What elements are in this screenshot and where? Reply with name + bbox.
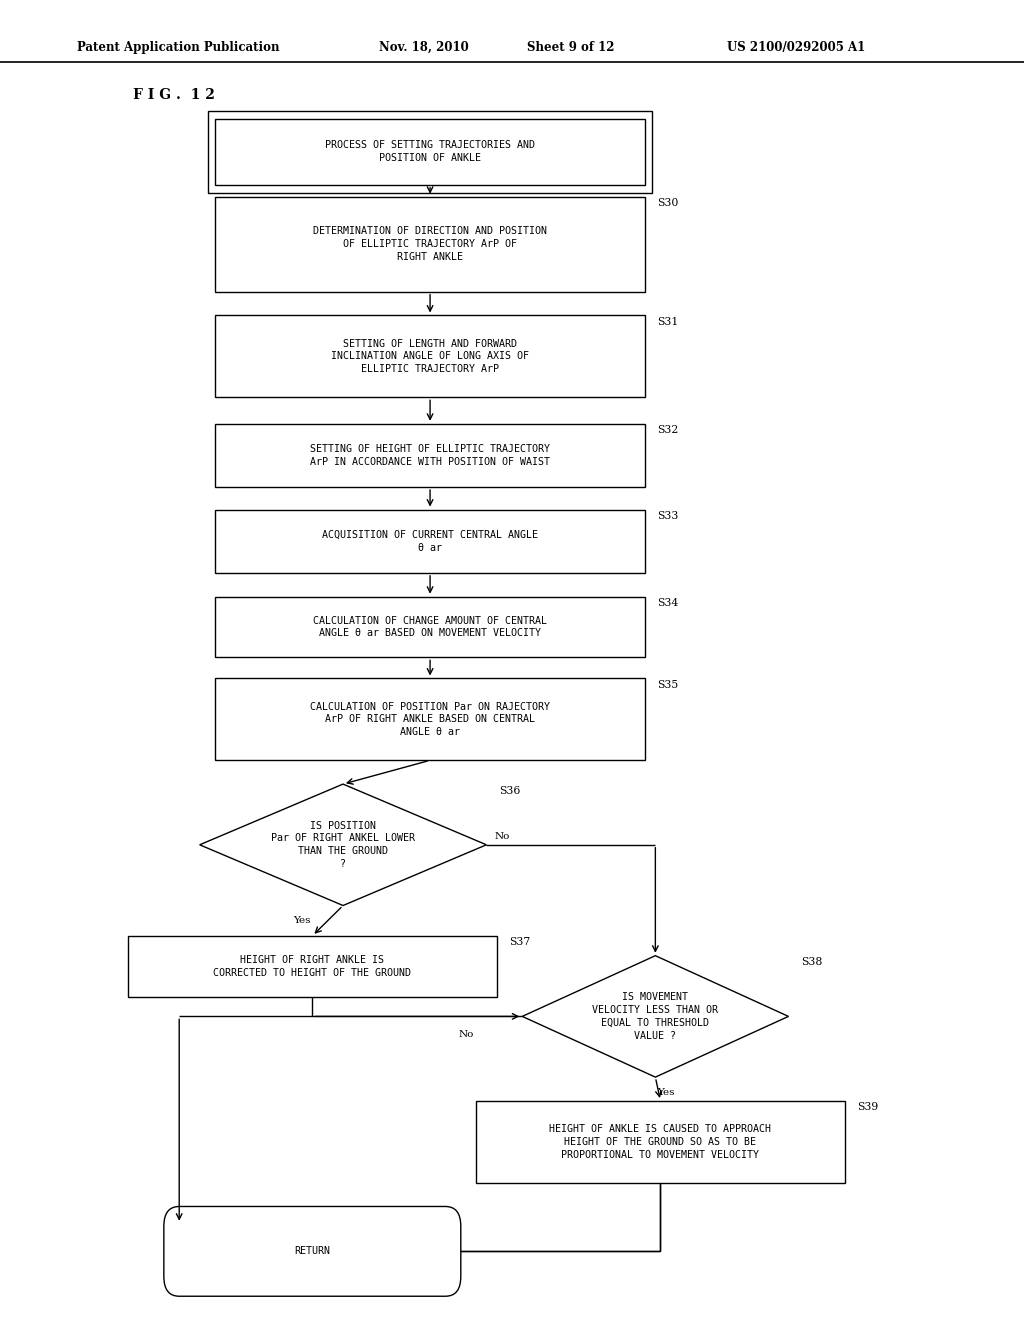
Text: CALCULATION OF CHANGE AMOUNT OF CENTRAL
ANGLE θ ar BASED ON MOVEMENT VELOCITY: CALCULATION OF CHANGE AMOUNT OF CENTRAL … bbox=[313, 615, 547, 639]
Text: No: No bbox=[495, 833, 510, 841]
Text: S33: S33 bbox=[657, 511, 679, 521]
FancyBboxPatch shape bbox=[215, 597, 645, 657]
Polygon shape bbox=[522, 956, 788, 1077]
Text: S32: S32 bbox=[657, 425, 679, 436]
Text: SETTING OF LENGTH AND FORWARD
INCLINATION ANGLE OF LONG AXIS OF
ELLIPTIC TRAJECT: SETTING OF LENGTH AND FORWARD INCLINATIO… bbox=[331, 339, 529, 374]
FancyBboxPatch shape bbox=[208, 111, 652, 193]
Text: HEIGHT OF ANKLE IS CAUSED TO APPROACH
HEIGHT OF THE GROUND SO AS TO BE
PROPORTIO: HEIGHT OF ANKLE IS CAUSED TO APPROACH HE… bbox=[550, 1125, 771, 1159]
Text: Yes: Yes bbox=[293, 916, 311, 925]
Text: S38: S38 bbox=[801, 957, 822, 968]
FancyBboxPatch shape bbox=[164, 1206, 461, 1296]
Text: US 2100/0292005 A1: US 2100/0292005 A1 bbox=[727, 41, 865, 54]
Text: IS MOVEMENT
VELOCITY LESS THAN OR
EQUAL TO THRESHOLD
VALUE ?: IS MOVEMENT VELOCITY LESS THAN OR EQUAL … bbox=[592, 993, 719, 1040]
Text: Nov. 18, 2010: Nov. 18, 2010 bbox=[379, 41, 469, 54]
Polygon shape bbox=[200, 784, 486, 906]
FancyBboxPatch shape bbox=[215, 197, 645, 292]
Text: Patent Application Publication: Patent Application Publication bbox=[77, 41, 280, 54]
Text: PROCESS OF SETTING TRAJECTORIES AND
POSITION OF ANKLE: PROCESS OF SETTING TRAJECTORIES AND POSI… bbox=[325, 140, 536, 164]
Text: Yes: Yes bbox=[656, 1088, 675, 1097]
FancyBboxPatch shape bbox=[215, 119, 645, 185]
Text: Sheet 9 of 12: Sheet 9 of 12 bbox=[527, 41, 614, 54]
FancyBboxPatch shape bbox=[215, 424, 645, 487]
Text: F I G .  1 2: F I G . 1 2 bbox=[133, 88, 215, 102]
Text: S31: S31 bbox=[657, 317, 679, 327]
Text: ACQUISITION OF CURRENT CENTRAL ANGLE
θ ar: ACQUISITION OF CURRENT CENTRAL ANGLE θ a… bbox=[323, 529, 538, 553]
FancyBboxPatch shape bbox=[215, 315, 645, 397]
Text: S35: S35 bbox=[657, 680, 679, 690]
Text: S34: S34 bbox=[657, 598, 679, 609]
Text: IS POSITION
Par OF RIGHT ANKEL LOWER
THAN THE GROUND
?: IS POSITION Par OF RIGHT ANKEL LOWER THA… bbox=[271, 821, 415, 869]
FancyBboxPatch shape bbox=[215, 510, 645, 573]
Text: S39: S39 bbox=[857, 1102, 879, 1113]
Text: DETERMINATION OF DIRECTION AND POSITION
OF ELLIPTIC TRAJECTORY ArP OF
RIGHT ANKL: DETERMINATION OF DIRECTION AND POSITION … bbox=[313, 227, 547, 261]
FancyBboxPatch shape bbox=[215, 678, 645, 760]
Text: S30: S30 bbox=[657, 198, 679, 209]
FancyBboxPatch shape bbox=[128, 936, 497, 997]
FancyBboxPatch shape bbox=[476, 1101, 845, 1183]
Text: SETTING OF HEIGHT OF ELLIPTIC TRAJECTORY
ArP IN ACCORDANCE WITH POSITION OF WAIS: SETTING OF HEIGHT OF ELLIPTIC TRAJECTORY… bbox=[310, 444, 550, 467]
Text: S36: S36 bbox=[499, 785, 520, 796]
Text: RETURN: RETURN bbox=[294, 1246, 331, 1257]
Text: CALCULATION OF POSITION Par ON RAJECTORY
ArP OF RIGHT ANKLE BASED ON CENTRAL
ANG: CALCULATION OF POSITION Par ON RAJECTORY… bbox=[310, 702, 550, 737]
Text: S37: S37 bbox=[509, 937, 530, 948]
Text: HEIGHT OF RIGHT ANKLE IS
CORRECTED TO HEIGHT OF THE GROUND: HEIGHT OF RIGHT ANKLE IS CORRECTED TO HE… bbox=[213, 954, 412, 978]
Text: No: No bbox=[458, 1030, 474, 1039]
